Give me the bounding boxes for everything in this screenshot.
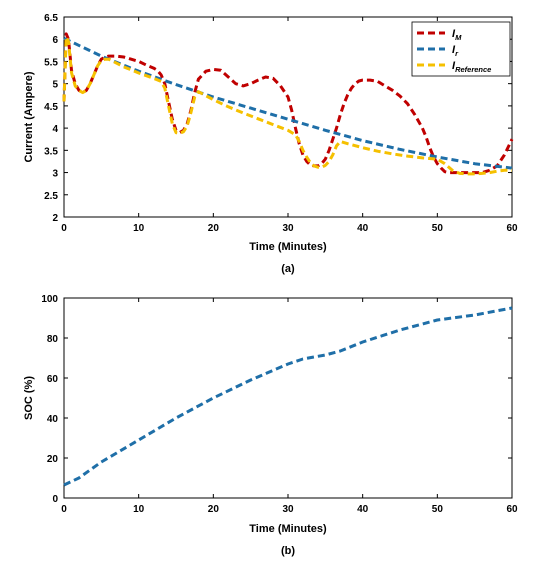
legend-label-iref: IReference: [452, 60, 491, 74]
soc-line: [63, 306, 513, 487]
chart-a: 0 10 20 30 40 50 60 2 2.5 3 3.5 4 4.5 5 5.5 6 6.5 Time …: [23, 13, 518, 275]
chart-a-x-ticks: 0 10 20 30 40 50 60: [61, 17, 518, 234]
x-tick-label: 0: [61, 223, 67, 234]
legend-label-ir: Ir: [452, 44, 459, 58]
im-line: [62, 32, 514, 175]
y-tick-label: 4: [52, 124, 58, 135]
y-tick-label: 0: [52, 494, 58, 505]
y-tick-label: 2: [52, 213, 58, 224]
x-tick-label: 60: [506, 223, 518, 234]
chart-a-legend: IM Ir IReference: [411, 21, 511, 77]
chart-a-series: [62, 32, 514, 176]
chart-a-caption: (a): [281, 263, 295, 275]
y-tick-label: 6.5: [44, 13, 58, 24]
x-tick-label: 20: [208, 504, 220, 515]
x-tick-label: 40: [357, 223, 369, 234]
y-tick-label: 2.5: [44, 191, 58, 202]
x-tick-label: 0: [61, 504, 67, 515]
x-tick-label: 60: [506, 504, 518, 515]
x-tick-label: 50: [432, 504, 444, 515]
chart-b-y-ticks: 0 20 40 60 80 100: [41, 294, 512, 505]
x-tick-label: 30: [282, 504, 294, 515]
chart-a-xlabel: Time (Minutes): [249, 241, 327, 253]
y-tick-label: 5.5: [44, 57, 58, 68]
chart-b-caption: (b): [281, 545, 295, 557]
chart-b-series: [63, 306, 513, 487]
x-tick-label: 10: [133, 504, 145, 515]
iref-line: [62, 35, 512, 176]
y-tick-label: 6: [52, 35, 58, 46]
x-tick-label: 50: [432, 223, 444, 234]
y-tick-label: 20: [47, 454, 59, 465]
chart-b-xlabel: Time (Minutes): [249, 523, 327, 535]
y-tick-label: 3.5: [44, 146, 58, 157]
x-tick-label: 30: [282, 223, 294, 234]
chart-b: 0 10 20 30 40 50 60 0 20 40 60 80 100 Time (Minutes…: [23, 294, 518, 557]
chart-b-plot-frame: [63, 297, 513, 499]
y-tick-label: 3: [52, 169, 58, 180]
y-tick-label: 100: [41, 294, 58, 305]
x-tick-label: 20: [208, 223, 220, 234]
ir-line: [63, 36, 513, 170]
y-tick-label: 80: [47, 334, 59, 345]
y-tick-label: 40: [47, 414, 59, 425]
legend-label-im: IM: [452, 28, 462, 42]
y-tick-label: 60: [47, 374, 59, 385]
chart-b-x-ticks: 0 10 20 30 40 50 60: [61, 298, 518, 515]
y-tick-label: 5: [52, 80, 58, 91]
x-tick-label: 40: [357, 504, 369, 515]
y-tick-label: 4.5: [44, 102, 58, 113]
chart-a-ylabel: Current (Ampere): [23, 71, 35, 162]
x-tick-label: 10: [133, 223, 145, 234]
chart-b-ylabel: SOC (%): [23, 376, 35, 420]
